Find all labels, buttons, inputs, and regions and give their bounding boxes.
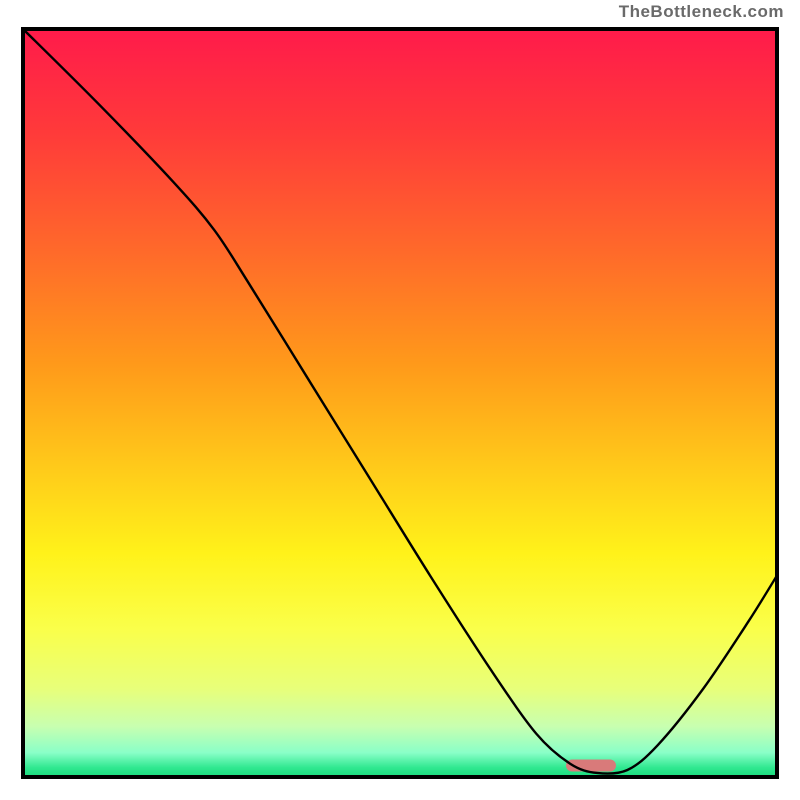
figure-canvas: TheBottleneck.com [0, 0, 800, 800]
watermark-text: TheBottleneck.com [619, 2, 784, 22]
plot-border [21, 27, 779, 779]
